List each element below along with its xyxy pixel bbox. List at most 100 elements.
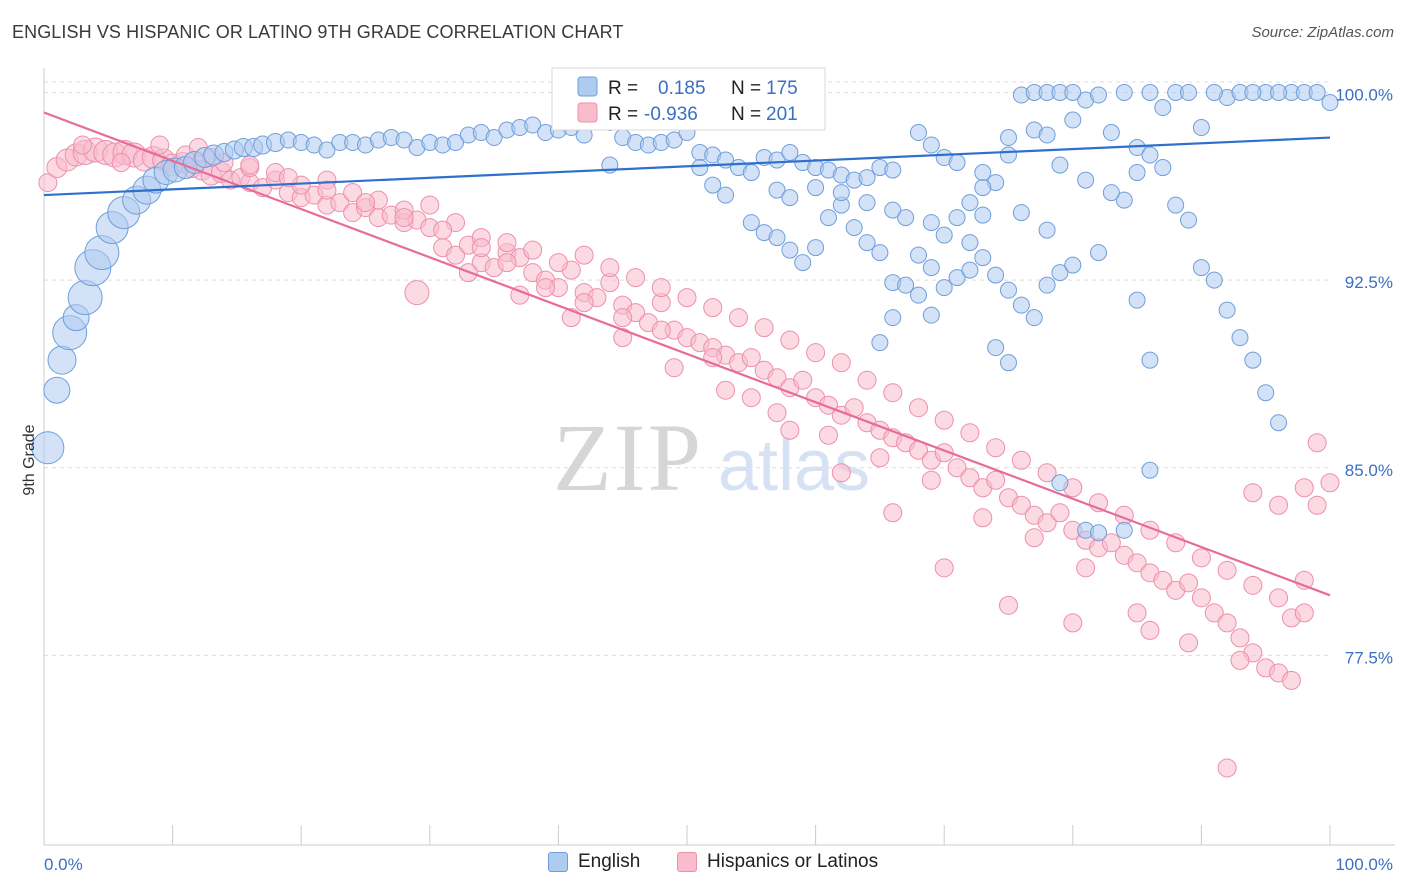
english-point (768, 151, 786, 169)
legend-n-label-english: N = (731, 78, 761, 99)
hispanic-point (343, 183, 363, 203)
hispanic-point (1037, 463, 1057, 483)
chart-title: ENGLISH VS HISPANIC OR LATINO 9TH GRADE … (12, 22, 624, 42)
hispanic-point (806, 343, 826, 363)
hispanic-point (664, 358, 684, 378)
english-point (858, 194, 876, 212)
english-point (1051, 264, 1069, 282)
hispanic-point (728, 308, 748, 328)
hispanic-point (1230, 650, 1250, 670)
english-point (1115, 84, 1133, 102)
legend-swatch-english (577, 76, 598, 97)
hispanic-point (1320, 473, 1340, 493)
hispanic-point (1101, 533, 1121, 553)
english-point (1180, 84, 1198, 102)
hispanic-point (741, 348, 761, 368)
bottom-legend: English Hispanics or Latinos (0, 851, 1406, 879)
hispanic-point (548, 253, 568, 273)
legend-r-value-english: 0.185 (658, 78, 706, 99)
hispanic-point (754, 318, 774, 338)
legend-swatch-hispanic (577, 102, 598, 123)
hispanic-point (613, 308, 633, 328)
hispanic-point (999, 595, 1018, 615)
english-point (742, 214, 760, 232)
hispanic-point (921, 470, 941, 490)
hispanic-point (934, 410, 954, 430)
x-tick-label: 0.0% (44, 855, 83, 874)
hispanic-point (716, 380, 736, 400)
english-point (781, 241, 799, 259)
english-point (1205, 271, 1223, 289)
legend-n-value-english: 175 (766, 78, 798, 99)
hispanic-point (947, 458, 967, 478)
hispanic-point (1294, 603, 1314, 623)
english-point (948, 269, 966, 287)
hispanic-point (446, 245, 466, 265)
bottom-legend-swatch-english (548, 852, 568, 872)
english-point (1180, 211, 1198, 229)
english-point (1000, 129, 1017, 147)
hispanic-point (356, 193, 375, 213)
english-point (807, 179, 825, 197)
english-point (1038, 221, 1056, 239)
english-point (1270, 414, 1288, 432)
hispanic-point (651, 320, 671, 340)
english-point (318, 141, 336, 159)
english-point (1141, 146, 1159, 164)
hispanic-point (780, 420, 800, 440)
hispanic-point (497, 253, 517, 273)
english-point (871, 244, 889, 262)
hispanic-point (536, 278, 556, 298)
hispanic-point (600, 258, 620, 278)
hispanic-point (1063, 613, 1083, 633)
legend-n-value-hispanic: 201 (766, 104, 798, 125)
english-point (1244, 84, 1262, 102)
hispanic-point (857, 370, 877, 390)
english-point (1257, 384, 1275, 402)
english-point (67, 280, 103, 316)
english-point (961, 234, 979, 252)
hispanic-point (1217, 560, 1237, 580)
english-point (1218, 301, 1236, 319)
hispanic-point (703, 298, 723, 318)
hispanic-point (278, 168, 298, 188)
hispanic-point (1011, 495, 1031, 515)
english-point (1321, 94, 1339, 112)
english-point (897, 209, 915, 227)
english-point (447, 134, 465, 152)
watermark-zip: ZIP (553, 404, 703, 511)
english-point (961, 194, 979, 212)
hispanic-point (38, 173, 58, 193)
hispanic-point (1307, 433, 1327, 453)
english-point (1154, 159, 1172, 177)
hispanic-point (240, 155, 260, 175)
watermark: ZIP atlas (553, 404, 870, 511)
english-point (1102, 184, 1120, 202)
legend-n-label-hispanic: N = (731, 104, 761, 125)
english-point (31, 431, 65, 465)
hispanic-trend-line (43, 111, 1331, 597)
hispanic-point (651, 278, 671, 298)
english-point (1115, 191, 1133, 209)
english-point (1012, 204, 1030, 222)
hispanic-point (1179, 573, 1199, 593)
english-point (1064, 256, 1082, 274)
english-point (987, 266, 1005, 284)
english-point (909, 246, 927, 264)
hispanic-point (626, 268, 646, 288)
legend-box (551, 67, 826, 131)
english-point (909, 286, 927, 304)
hispanic-point (767, 403, 787, 423)
english-point (691, 159, 709, 177)
english-point (987, 339, 1005, 357)
english-point (1205, 84, 1223, 102)
hispanic-point (1127, 603, 1147, 623)
hispanic-point (73, 135, 93, 155)
hispanic-point (934, 558, 954, 578)
english-point (807, 239, 825, 257)
english-point (742, 164, 760, 182)
hispanic-point (574, 245, 594, 265)
english-point (1077, 171, 1095, 189)
hispanic-point (1140, 620, 1160, 640)
